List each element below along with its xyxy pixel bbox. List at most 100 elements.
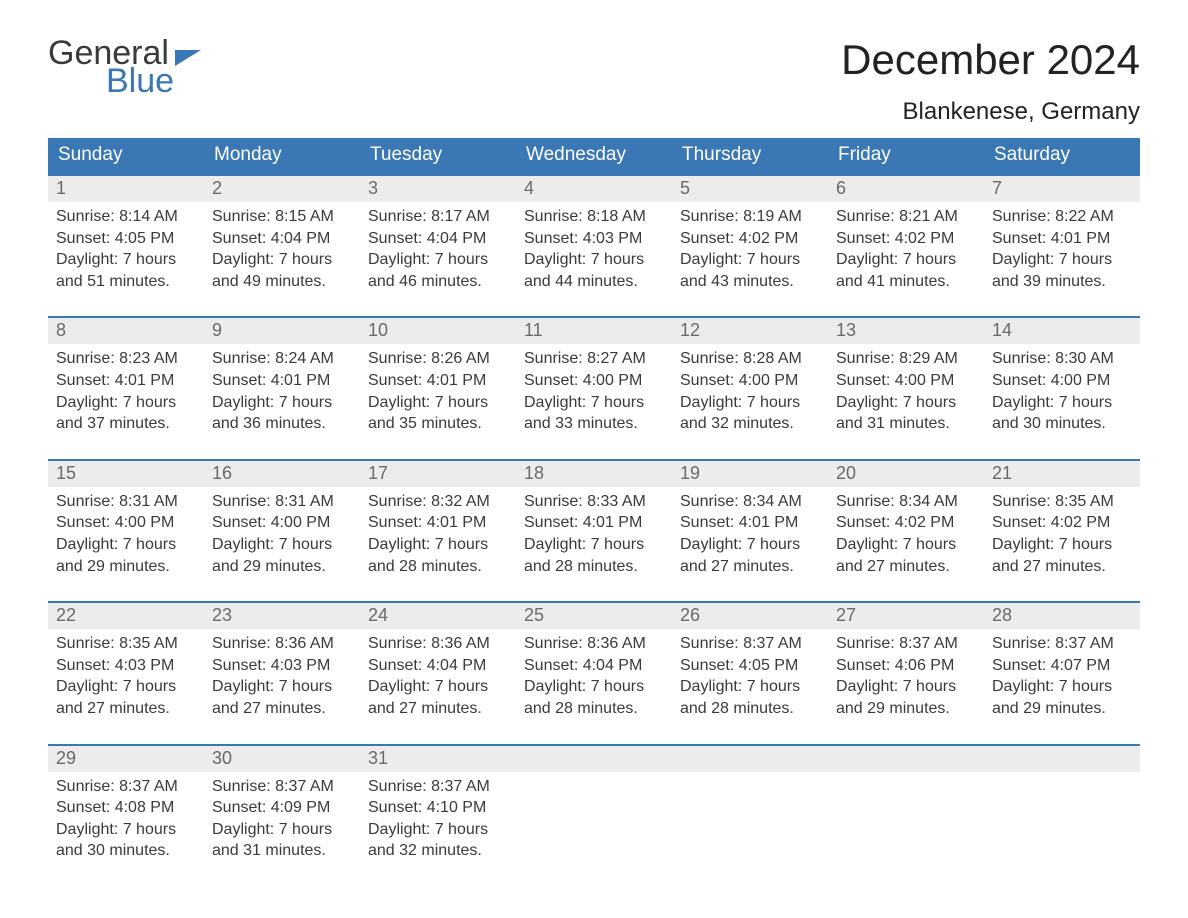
day-sunset: Sunset: 4:01 PM: [992, 228, 1132, 250]
day-d1: Daylight: 7 hours: [368, 534, 508, 556]
day-details: Sunrise: 8:33 AMSunset: 4:01 PMDaylight:…: [516, 487, 672, 577]
day-cell: 17Sunrise: 8:32 AMSunset: 4:01 PMDayligh…: [360, 461, 516, 587]
day-details: Sunrise: 8:37 AMSunset: 4:10 PMDaylight:…: [360, 772, 516, 862]
day-d1: Daylight: 7 hours: [212, 534, 352, 556]
day-cell: 29Sunrise: 8:37 AMSunset: 4:08 PMDayligh…: [48, 746, 204, 872]
day-cell: [516, 746, 672, 872]
day-details: Sunrise: 8:31 AMSunset: 4:00 PMDaylight:…: [48, 487, 204, 577]
day-number: 19: [672, 461, 828, 487]
day-details: Sunrise: 8:22 AMSunset: 4:01 PMDaylight:…: [984, 202, 1140, 292]
day-number: 13: [828, 318, 984, 344]
day-sunset: Sunset: 4:02 PM: [680, 228, 820, 250]
day-d1: Daylight: 7 hours: [680, 392, 820, 414]
day-number: 26: [672, 603, 828, 629]
day-details: Sunrise: 8:36 AMSunset: 4:04 PMDaylight:…: [360, 629, 516, 719]
day-sunset: Sunset: 4:00 PM: [836, 370, 976, 392]
day-sunrise: Sunrise: 8:14 AM: [56, 206, 196, 228]
day-d1: Daylight: 7 hours: [992, 676, 1132, 698]
day-details: Sunrise: 8:37 AMSunset: 4:07 PMDaylight:…: [984, 629, 1140, 719]
day-sunrise: Sunrise: 8:34 AM: [680, 491, 820, 513]
day-d2: and 27 minutes.: [680, 556, 820, 578]
day-d1: Daylight: 7 hours: [992, 534, 1132, 556]
day-sunrise: Sunrise: 8:35 AM: [56, 633, 196, 655]
weekday-header-row: Sunday Monday Tuesday Wednesday Thursday…: [48, 138, 1140, 174]
day-sunrise: Sunrise: 8:26 AM: [368, 348, 508, 370]
day-d2: and 31 minutes.: [212, 840, 352, 862]
day-details: Sunrise: 8:35 AMSunset: 4:03 PMDaylight:…: [48, 629, 204, 719]
day-d2: and 27 minutes.: [56, 698, 196, 720]
day-d1: Daylight: 7 hours: [368, 819, 508, 841]
day-details: Sunrise: 8:19 AMSunset: 4:02 PMDaylight:…: [672, 202, 828, 292]
day-cell: 26Sunrise: 8:37 AMSunset: 4:05 PMDayligh…: [672, 603, 828, 729]
day-d2: and 49 minutes.: [212, 271, 352, 293]
day-sunset: Sunset: 4:01 PM: [524, 512, 664, 534]
day-d1: Daylight: 7 hours: [524, 534, 664, 556]
calendar-grid: Sunday Monday Tuesday Wednesday Thursday…: [48, 138, 1140, 872]
day-details: Sunrise: 8:18 AMSunset: 4:03 PMDaylight:…: [516, 202, 672, 292]
day-sunset: Sunset: 4:05 PM: [56, 228, 196, 250]
day-cell: [828, 746, 984, 872]
day-details: Sunrise: 8:17 AMSunset: 4:04 PMDaylight:…: [360, 202, 516, 292]
day-details: Sunrise: 8:26 AMSunset: 4:01 PMDaylight:…: [360, 344, 516, 434]
day-sunset: Sunset: 4:09 PM: [212, 797, 352, 819]
day-sunset: Sunset: 4:00 PM: [680, 370, 820, 392]
day-details: Sunrise: 8:23 AMSunset: 4:01 PMDaylight:…: [48, 344, 204, 434]
day-cell: 25Sunrise: 8:36 AMSunset: 4:04 PMDayligh…: [516, 603, 672, 729]
day-d2: and 30 minutes.: [992, 413, 1132, 435]
week-row: 22Sunrise: 8:35 AMSunset: 4:03 PMDayligh…: [48, 601, 1140, 729]
day-sunset: Sunset: 4:00 PM: [56, 512, 196, 534]
day-d2: and 27 minutes.: [836, 556, 976, 578]
day-d1: Daylight: 7 hours: [368, 676, 508, 698]
day-details: Sunrise: 8:27 AMSunset: 4:00 PMDaylight:…: [516, 344, 672, 434]
week-row: 1Sunrise: 8:14 AMSunset: 4:05 PMDaylight…: [48, 174, 1140, 302]
day-d2: and 35 minutes.: [368, 413, 508, 435]
day-cell: 13Sunrise: 8:29 AMSunset: 4:00 PMDayligh…: [828, 318, 984, 444]
day-cell: 20Sunrise: 8:34 AMSunset: 4:02 PMDayligh…: [828, 461, 984, 587]
day-details: Sunrise: 8:21 AMSunset: 4:02 PMDaylight:…: [828, 202, 984, 292]
day-d2: and 41 minutes.: [836, 271, 976, 293]
day-sunset: Sunset: 4:05 PM: [680, 655, 820, 677]
weekday-header: Wednesday: [516, 138, 672, 174]
day-cell: 31Sunrise: 8:37 AMSunset: 4:10 PMDayligh…: [360, 746, 516, 872]
day-number: 10: [360, 318, 516, 344]
day-details: Sunrise: 8:34 AMSunset: 4:01 PMDaylight:…: [672, 487, 828, 577]
day-d1: Daylight: 7 hours: [524, 676, 664, 698]
day-number: 27: [828, 603, 984, 629]
day-sunrise: Sunrise: 8:31 AM: [56, 491, 196, 513]
day-d2: and 27 minutes.: [992, 556, 1132, 578]
day-sunset: Sunset: 4:04 PM: [212, 228, 352, 250]
day-cell: 1Sunrise: 8:14 AMSunset: 4:05 PMDaylight…: [48, 176, 204, 302]
day-number: 16: [204, 461, 360, 487]
day-details: Sunrise: 8:37 AMSunset: 4:09 PMDaylight:…: [204, 772, 360, 862]
day-sunrise: Sunrise: 8:15 AM: [212, 206, 352, 228]
day-number: [984, 746, 1140, 772]
day-d1: Daylight: 7 hours: [368, 249, 508, 271]
day-details: Sunrise: 8:36 AMSunset: 4:03 PMDaylight:…: [204, 629, 360, 719]
day-sunrise: Sunrise: 8:31 AM: [212, 491, 352, 513]
day-number: 30: [204, 746, 360, 772]
day-d1: Daylight: 7 hours: [524, 392, 664, 414]
day-cell: 16Sunrise: 8:31 AMSunset: 4:00 PMDayligh…: [204, 461, 360, 587]
day-sunrise: Sunrise: 8:36 AM: [524, 633, 664, 655]
day-sunset: Sunset: 4:04 PM: [524, 655, 664, 677]
day-sunset: Sunset: 4:06 PM: [836, 655, 976, 677]
day-cell: 14Sunrise: 8:30 AMSunset: 4:00 PMDayligh…: [984, 318, 1140, 444]
day-sunrise: Sunrise: 8:37 AM: [992, 633, 1132, 655]
day-cell: 2Sunrise: 8:15 AMSunset: 4:04 PMDaylight…: [204, 176, 360, 302]
day-d2: and 28 minutes.: [524, 698, 664, 720]
day-d2: and 30 minutes.: [56, 840, 196, 862]
day-cell: 3Sunrise: 8:17 AMSunset: 4:04 PMDaylight…: [360, 176, 516, 302]
week-row: 8Sunrise: 8:23 AMSunset: 4:01 PMDaylight…: [48, 316, 1140, 444]
day-d2: and 29 minutes.: [56, 556, 196, 578]
day-sunrise: Sunrise: 8:30 AM: [992, 348, 1132, 370]
day-number: 7: [984, 176, 1140, 202]
week-row: 15Sunrise: 8:31 AMSunset: 4:00 PMDayligh…: [48, 459, 1140, 587]
top-row: General Blue December 2024 Blankenese, G…: [48, 36, 1140, 126]
day-cell: 12Sunrise: 8:28 AMSunset: 4:00 PMDayligh…: [672, 318, 828, 444]
day-sunset: Sunset: 4:07 PM: [992, 655, 1132, 677]
day-cell: 10Sunrise: 8:26 AMSunset: 4:01 PMDayligh…: [360, 318, 516, 444]
day-cell: 21Sunrise: 8:35 AMSunset: 4:02 PMDayligh…: [984, 461, 1140, 587]
day-number: 5: [672, 176, 828, 202]
day-sunset: Sunset: 4:03 PM: [524, 228, 664, 250]
day-number: 14: [984, 318, 1140, 344]
